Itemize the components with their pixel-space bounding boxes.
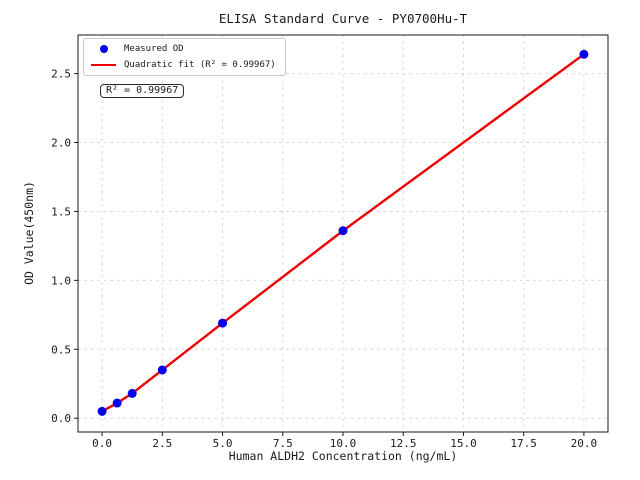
- data-point: [338, 226, 348, 236]
- data-point: [218, 318, 228, 328]
- legend: Measured OD Quadratic fit (R² = 0.99967): [83, 38, 286, 76]
- blue-dot-marker-icon: [99, 45, 108, 53]
- y-axis-label: OD Value(450nm): [22, 181, 36, 285]
- legend-item-measured-od: Measured OD: [91, 43, 276, 55]
- y-tick-label: 0.0: [51, 412, 71, 425]
- legend-label: Quadratic fit (R² = 0.99967): [124, 60, 276, 70]
- legend-handle: [91, 45, 116, 53]
- x-axis-label: Human ALDH2 Concentration (ng/mL): [228, 449, 458, 463]
- x-tick-label: 2.5: [152, 437, 172, 450]
- x-tick-label: 10.0: [330, 437, 357, 450]
- x-tick-label: 17.5: [510, 437, 537, 450]
- r-squared-annotation: R² = 0.99967: [100, 84, 185, 98]
- data-point: [157, 365, 167, 375]
- x-tick-label: 15.0: [450, 437, 477, 450]
- legend-item-quadratic-fit: Quadratic fit (R² = 0.99967): [91, 59, 276, 71]
- y-tick-label: 2.5: [51, 68, 71, 81]
- data-point: [579, 49, 589, 59]
- x-tick-label: 20.0: [571, 437, 598, 450]
- y-tick-label: 1.0: [51, 274, 71, 287]
- data-point: [112, 398, 122, 408]
- legend-handle: [91, 63, 116, 67]
- chart-title: ELISA Standard Curve - PY0700Hu-T: [218, 11, 468, 26]
- red-line-marker-icon: [91, 63, 116, 67]
- data-point: [97, 406, 107, 416]
- y-tick-label: 1.5: [51, 205, 71, 218]
- y-tick-label: 2.0: [51, 137, 71, 150]
- y-tick-label: 0.5: [51, 343, 71, 356]
- x-tick-label: 7.5: [273, 437, 293, 450]
- data-point: [127, 388, 137, 398]
- legend-label: Measured OD: [124, 44, 184, 54]
- x-tick-label: 0.0: [92, 437, 112, 450]
- x-tick-label: 12.5: [390, 437, 417, 450]
- x-tick-label: 5.0: [213, 437, 233, 450]
